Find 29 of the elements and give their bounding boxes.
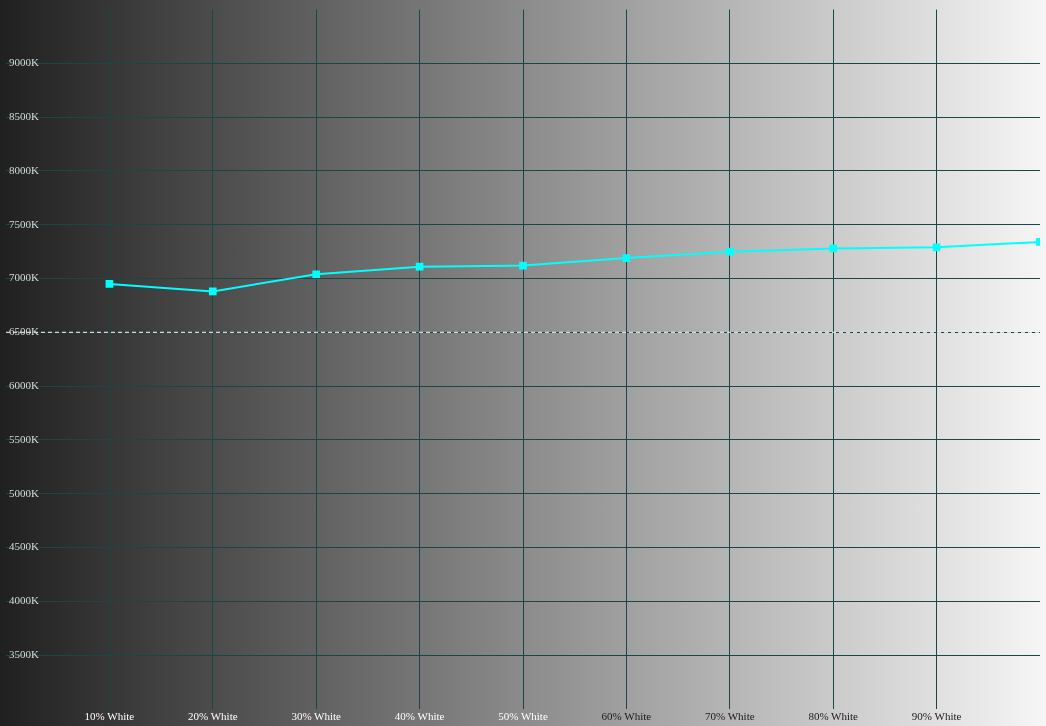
x-tick-label: 80% White [808,710,859,723]
x-tick-label: 90% White [911,710,962,723]
x-tick-label: 10% White [84,710,135,723]
point [519,261,527,270]
y-tick-label: 8000K [9,163,39,176]
y-tick-label: 7500K [9,217,39,230]
x-tick-label: 70% White [705,710,755,723]
y-tick-label: 7000K [9,271,39,284]
y-tick-label: 5000K [9,486,39,499]
y-tick-label: 4000K [9,594,39,607]
point [208,287,217,296]
y-tick-label: 3500K [9,647,39,660]
y-tick-label: 6000K [9,378,39,391]
y-tick-label: 6500K [9,325,39,338]
x-tick-label: 20% White [188,710,238,723]
y-tick-label: 5500K [9,432,39,445]
point [415,262,424,271]
x-tick-label: 50% White [498,710,548,723]
x-tick-label: 40% White [394,710,445,723]
point [829,244,838,253]
y-tick-label: 4500K [9,540,39,553]
point [622,254,631,262]
point [312,270,321,279]
point [725,247,734,256]
point [105,280,114,288]
x-tick-label: 60% White [601,710,652,723]
x-tick-label: 30% White [291,710,342,723]
y-tick-label: 8500K [9,110,39,123]
y-tick-label: 9000K [9,56,39,69]
